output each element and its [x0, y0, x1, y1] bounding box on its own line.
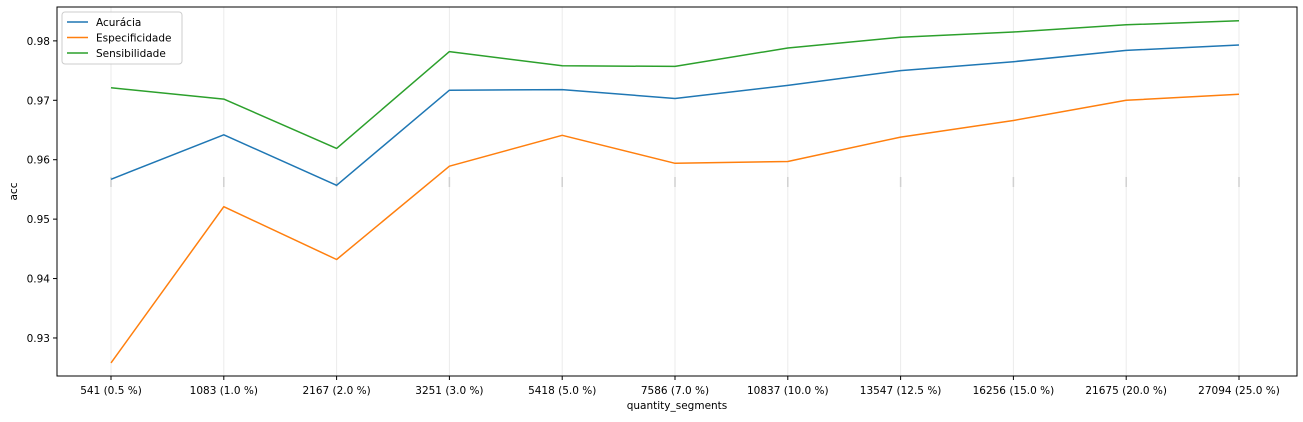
x-tick-label: 2167 (2.0 %) [302, 385, 370, 397]
x-tick-label: 16256 (15.0 %) [973, 385, 1055, 397]
series-lines [110, 19, 1240, 364]
y-tick-label: 0.97 [27, 95, 50, 107]
minor-marks [110, 177, 1240, 187]
y-tick-label: 0.94 [27, 274, 51, 286]
y-tick-label: 0.95 [27, 214, 50, 226]
x-tick-label: 5418 (5.0 %) [528, 385, 596, 397]
plot-frame [56, 6, 1298, 377]
x-tick-label: 10837 (10.0 %) [747, 385, 829, 397]
y-tick-label: 0.93 [27, 333, 50, 345]
x-tick-label: 7586 (7.0 %) [641, 385, 709, 397]
series-line-1 [110, 93, 1240, 364]
vertical-grid [110, 7, 1240, 376]
legend-box [61, 11, 183, 65]
legend: Acurácia Especificidade Sensibilidade [61, 11, 183, 65]
x-axis-ticks: 541 (0.5 %) 1083 (1.0 %) 2167 (2.0 %) 3251 … [80, 376, 1280, 397]
y-axis-label: acc [8, 182, 20, 200]
y-tick-label: 0.96 [27, 155, 51, 167]
legend-label-0: Acurácia [96, 17, 141, 29]
x-tick-label: 13547 (12.5 %) [860, 385, 942, 397]
y-tick-label: 0.98 [27, 36, 50, 48]
series-line-0 [110, 44, 1240, 187]
x-tick-label: 21675 (20.0 %) [1085, 385, 1167, 397]
x-axis-label: quantity_segments [627, 400, 728, 412]
legend-label-2: Sensibilidade [96, 48, 166, 60]
x-tick-label: 3251 (3.0 %) [415, 385, 483, 397]
y-axis-ticks: 0.93 0.94 0.95 0.96 0.97 0.98 [27, 36, 57, 345]
x-tick-label: 1083 (1.0 %) [190, 385, 258, 397]
series-line-2 [110, 19, 1240, 150]
plot-frame-rect [56, 6, 1298, 377]
x-tick-label: 541 (0.5 %) [80, 385, 142, 397]
legend-label-1: Especificidade [96, 33, 171, 45]
x-tick-label: 27094 (25.0 %) [1198, 385, 1280, 397]
